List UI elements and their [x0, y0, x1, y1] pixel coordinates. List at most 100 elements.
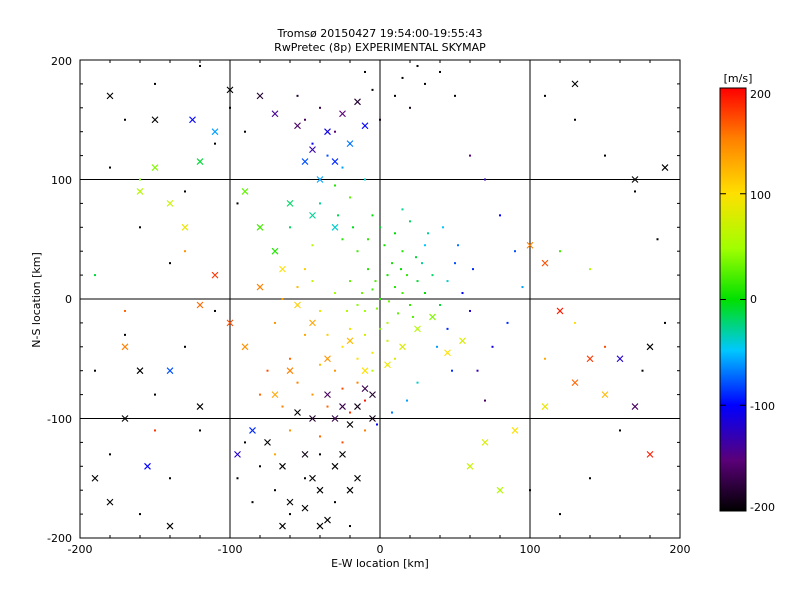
echo-point	[356, 381, 359, 384]
echo-point	[319, 309, 321, 312]
echo-point	[454, 94, 456, 97]
echo-point	[236, 202, 239, 205]
strong-echo-point	[279, 462, 286, 470]
echo-point	[574, 118, 576, 121]
echo-point	[589, 477, 591, 480]
strong-echo-point	[571, 379, 579, 387]
strong-echo-point	[646, 343, 654, 351]
strong-echo-point	[616, 355, 624, 363]
echo-point	[169, 262, 171, 265]
echo-point	[169, 477, 171, 480]
y-tick-label: -100	[47, 413, 72, 426]
strong-echo-point	[661, 164, 669, 171]
echo-point	[184, 190, 186, 193]
y-tick-label: 0	[65, 293, 72, 306]
colorbar-tick-label: -100	[750, 400, 775, 413]
echo-point	[334, 369, 336, 372]
strong-echo-point	[324, 516, 331, 524]
echo-point	[319, 453, 321, 456]
echo-point	[364, 178, 366, 181]
strong-echo-point	[234, 450, 241, 458]
echo-point	[337, 214, 339, 217]
echo-point	[139, 178, 141, 181]
echo-point	[349, 411, 351, 414]
strong-echo-point	[541, 259, 549, 267]
echo-point	[484, 178, 486, 181]
strong-echo-point	[646, 450, 654, 458]
echo-point	[304, 333, 306, 336]
strong-echo-point	[211, 271, 219, 279]
echo-point	[388, 300, 390, 303]
axis-ticks	[79, 59, 681, 539]
echo-point	[544, 94, 546, 97]
strong-echo-point	[361, 367, 369, 375]
echo-point	[446, 327, 449, 330]
echo-point	[364, 429, 366, 432]
echo-point	[476, 369, 479, 372]
echo-point	[394, 286, 396, 289]
echo-point	[619, 429, 621, 432]
strong-echo-point	[249, 427, 256, 434]
echo-point	[499, 214, 501, 217]
echo-point	[124, 118, 126, 121]
strong-echo-point	[91, 474, 99, 482]
echo-point	[604, 154, 606, 157]
strong-echo-point	[369, 415, 376, 422]
echo-point	[604, 345, 606, 348]
echo-point	[304, 477, 306, 480]
strong-echo-point	[106, 92, 114, 100]
x-tick-label: 200	[670, 543, 691, 556]
echo-point	[436, 345, 438, 348]
echo-point	[266, 369, 269, 372]
echo-point	[379, 327, 381, 330]
echo-point	[427, 232, 429, 235]
echo-point	[259, 465, 261, 468]
strong-echo-point	[429, 313, 436, 321]
echo-point	[412, 315, 414, 318]
echo-point	[346, 309, 348, 312]
strong-echo-point	[571, 80, 579, 88]
echo-point	[371, 351, 374, 354]
strong-echo-point	[511, 427, 519, 434]
echo-point	[416, 280, 419, 283]
strong-echo-point	[586, 355, 594, 363]
colorbar-tick-label: 0	[750, 293, 757, 306]
echo-point	[472, 268, 474, 271]
echo-point	[184, 345, 186, 348]
echo-point	[319, 202, 321, 205]
echo-point	[296, 94, 299, 97]
strong-echo-point	[331, 462, 339, 470]
strong-echo-point	[196, 301, 204, 309]
echo-point	[326, 333, 329, 336]
echo-point	[391, 411, 393, 414]
echo-point	[574, 321, 576, 324]
strong-echo-point	[166, 200, 174, 207]
echo-point	[124, 333, 126, 336]
echo-point	[364, 70, 366, 73]
echo-point	[386, 321, 389, 324]
colorbar-tick-label: 100	[750, 189, 771, 202]
strong-echo-point	[324, 355, 331, 363]
echo-point	[361, 292, 363, 295]
echo-point	[383, 244, 386, 247]
echo-point	[289, 429, 291, 432]
echo-point	[559, 250, 561, 253]
y-tick-label: 100	[51, 174, 72, 187]
strong-echo-point	[331, 158, 339, 165]
strong-echo-point	[324, 391, 331, 398]
echo-point	[341, 238, 344, 241]
echo-point	[386, 274, 389, 277]
echo-point	[124, 309, 126, 312]
strong-echo-point	[226, 86, 234, 94]
echo-point	[139, 513, 141, 516]
colorbar-ticks	[720, 87, 746, 512]
x-tick-label: 0	[377, 543, 384, 556]
echo-point	[341, 345, 344, 348]
strong-echo-point	[354, 403, 361, 410]
strong-echo-point	[286, 200, 294, 207]
strong-echo-point	[414, 325, 421, 333]
strong-echo-point	[166, 522, 174, 530]
echo-point	[281, 298, 284, 300]
echo-point	[379, 298, 381, 300]
